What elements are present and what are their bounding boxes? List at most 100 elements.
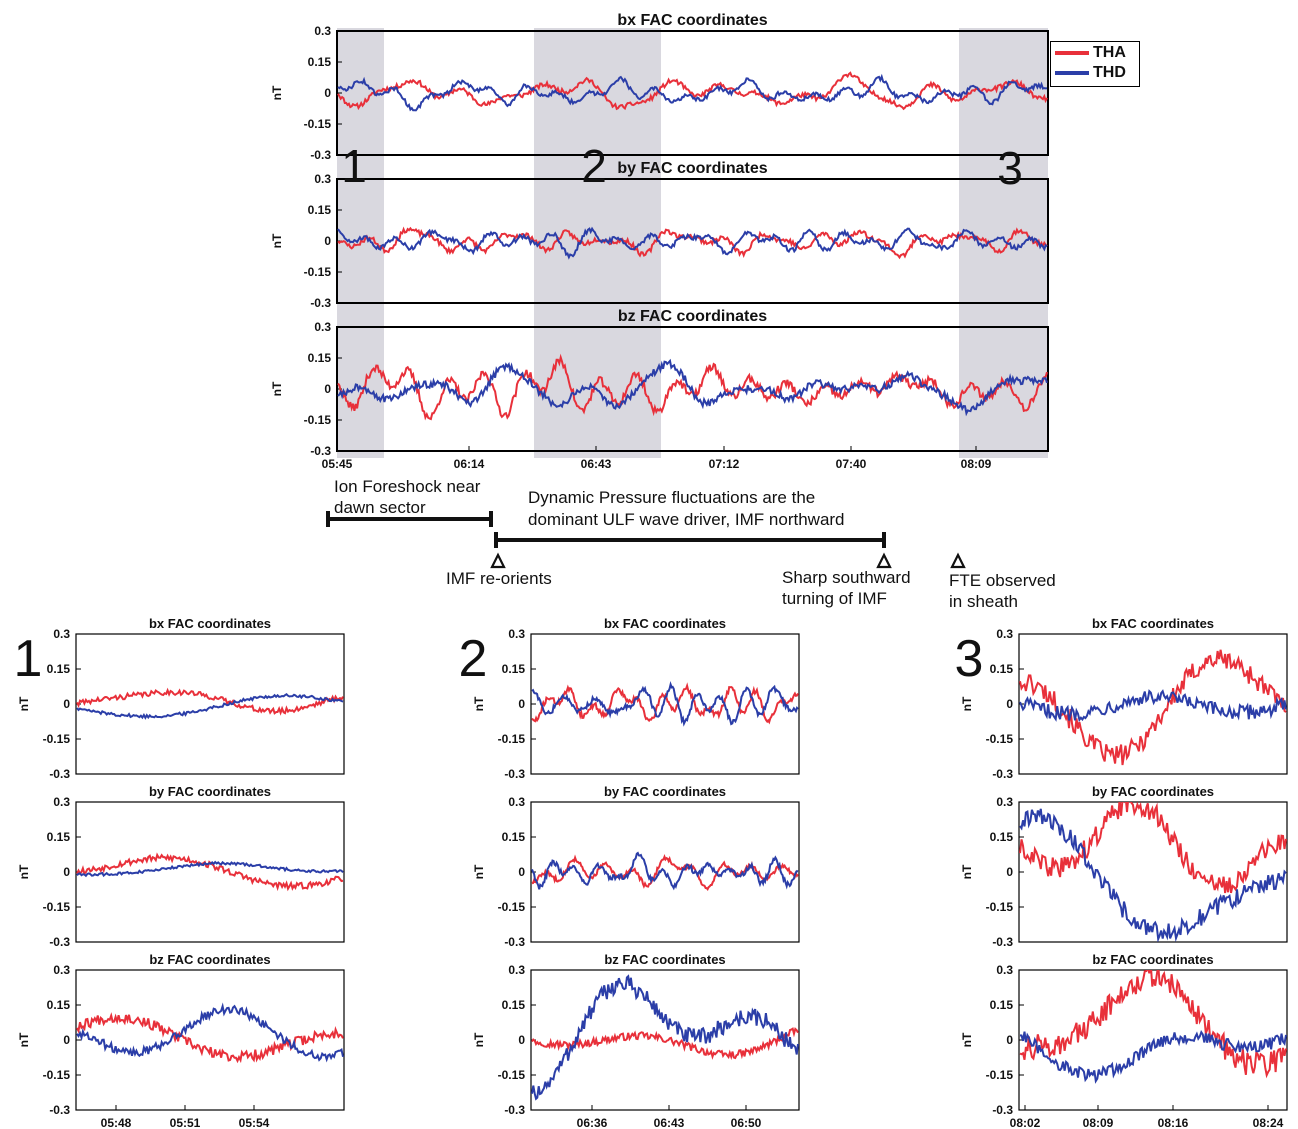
x-tick-label: 05:51 <box>170 1116 201 1129</box>
y-tick-label: -0.3 <box>504 935 525 949</box>
y-tick-label: 0 <box>1006 1033 1013 1047</box>
y-tick-label: -0.3 <box>992 767 1013 781</box>
y-axis-label: nT <box>270 381 284 396</box>
panel-title: bx FAC coordinates <box>149 616 271 631</box>
panel-number-1: 1 <box>14 630 43 688</box>
y-tick-label: -0.15 <box>986 1068 1014 1082</box>
x-tick-label: 06:43 <box>654 1116 685 1129</box>
x-tick-label: 05:45 <box>322 457 353 471</box>
y-tick-label: 0.3 <box>314 172 331 186</box>
y-tick-label: 0.3 <box>314 24 331 38</box>
imf-reorients-marker <box>490 552 506 569</box>
x-tick-label: 08:09 <box>961 457 992 471</box>
panel-p2-bz: bz FAC coordinates nT 0.3 0.15 0 -0.15 -0.3 06:… <box>472 952 800 1129</box>
panel-number-2: 2 <box>459 630 488 688</box>
y-tick-label: 0 <box>1006 865 1013 879</box>
panel-number-3: 3 <box>955 630 984 688</box>
y-tick-label: -0.15 <box>43 1068 71 1082</box>
panel-frame <box>75 633 345 775</box>
annotation-dynamic-pressure-line1: Dynamic Pressure fluctuations are the <box>528 488 816 507</box>
panel-title: by FAC coordinates <box>149 784 271 799</box>
series-line-thd <box>337 358 1048 417</box>
y-axis-label: nT <box>472 864 486 879</box>
y-tick-label: -0.3 <box>504 1103 525 1117</box>
panel-p1-bz: bz FAC coordinates nT 0.3 0.15 0 -0.15 -0.3 05:… <box>17 952 345 1129</box>
panel-p1-bx: bx FAC coordinates nT 0.3 0.15 0 -0.15 -0.3 <box>17 616 345 781</box>
y-tick-label: 0.15 <box>308 55 332 69</box>
x-tick-label: 08:16 <box>1158 1116 1189 1129</box>
y-tick-label: -0.3 <box>49 935 70 949</box>
series-line-thd <box>531 851 799 891</box>
y-tick-label: 0.3 <box>53 627 70 641</box>
series-line-thd <box>1019 808 1287 942</box>
y-tick-label: 0.15 <box>502 830 526 844</box>
y-tick-label: 0.3 <box>314 320 331 334</box>
y-tick-label: -0.15 <box>304 117 332 131</box>
x-tick-label: 07:12 <box>709 457 740 471</box>
x-tick-label: 06:50 <box>731 1116 762 1129</box>
ion-foreshock-bracket <box>326 511 493 527</box>
series-line-thd <box>76 860 344 878</box>
y-axis-label: nT <box>17 864 31 879</box>
y-tick-label: -0.3 <box>992 935 1013 949</box>
region-label-1: 1 <box>341 140 367 192</box>
y-tick-label: -0.3 <box>310 296 331 310</box>
annotation-fte-line1: FTE observed <box>949 571 1056 590</box>
panel-p3-bz: bz FAC coordinates nT 0.3 0.15 0 -0.15 -0.3 08:… <box>960 952 1288 1129</box>
y-tick-label: 0.15 <box>47 662 71 676</box>
y-tick-label: 0.15 <box>308 203 332 217</box>
y-tick-label: 0.15 <box>990 998 1014 1012</box>
legend-label-tha: THA <box>1093 44 1126 61</box>
legend-label-thd: THD <box>1093 64 1126 81</box>
series-line-thd <box>531 974 799 1101</box>
series-line-thd <box>76 1002 344 1063</box>
y-tick-label: -0.15 <box>43 900 71 914</box>
x-tick-label: 06:36 <box>577 1116 608 1129</box>
y-tick-label: 0 <box>63 1033 70 1047</box>
y-tick-label: -0.15 <box>498 900 526 914</box>
series-line-tha <box>76 1012 344 1064</box>
panel-title: bx FAC coordinates <box>1092 616 1214 631</box>
y-tick-label: 0.15 <box>502 998 526 1012</box>
y-tick-label: -0.3 <box>49 767 70 781</box>
y-tick-label: 0 <box>518 1033 525 1047</box>
y-tick-label: 0.15 <box>47 998 71 1012</box>
y-tick-label: 0 <box>63 865 70 879</box>
y-tick-label: 0 <box>324 234 331 248</box>
region-label-3: 3 <box>997 142 1023 194</box>
legend-swatch-thd <box>1055 70 1089 75</box>
y-tick-label: 0 <box>324 382 331 396</box>
y-tick-label: -0.15 <box>43 732 71 746</box>
y-tick-label: -0.3 <box>992 1103 1013 1117</box>
x-tick-label: 05:54 <box>239 1116 270 1129</box>
legend-entry-thd: THD <box>1055 64 1126 84</box>
series-line-tha <box>531 853 799 891</box>
y-tick-label: 0.3 <box>53 963 70 977</box>
panel-p3-bx: bx FAC coordinates nT 0.3 0.15 0 -0.15 -0.3 <box>960 616 1288 781</box>
y-tick-label: 0.3 <box>53 795 70 809</box>
dynamic-pressure-bracket <box>494 532 886 548</box>
y-axis-label: nT <box>270 85 284 100</box>
y-tick-label: 0.3 <box>996 963 1013 977</box>
panel-top-bx: bx FAC coordinates nT 0.3 0.15 0 -0.15 -0.3 <box>270 12 1049 162</box>
legend-swatch-tha <box>1055 50 1089 55</box>
series-line-tha <box>76 852 344 892</box>
y-axis-label: nT <box>960 1032 974 1047</box>
y-tick-label: 0.15 <box>990 662 1014 676</box>
series-line-tha <box>1019 802 1287 894</box>
panel-title: bz FAC coordinates <box>1092 952 1213 967</box>
y-axis-label: nT <box>270 233 284 248</box>
annotation-sharp-southward-line1: Sharp southward <box>782 568 911 587</box>
y-tick-label: 0.15 <box>47 830 71 844</box>
panel-title: by FAC coordinates <box>604 784 726 799</box>
y-tick-label: -0.15 <box>304 265 332 279</box>
panel-frame <box>530 969 800 1111</box>
y-tick-label: 0.3 <box>996 795 1013 809</box>
y-tick-label: 0 <box>518 865 525 879</box>
y-tick-label: -0.3 <box>49 1103 70 1117</box>
y-axis-label: nT <box>960 696 974 711</box>
y-tick-label: -0.15 <box>498 732 526 746</box>
legend: THA THD <box>1050 41 1140 87</box>
y-tick-label: 0 <box>1006 697 1013 711</box>
panel-title: bz FAC coordinates <box>149 952 270 967</box>
